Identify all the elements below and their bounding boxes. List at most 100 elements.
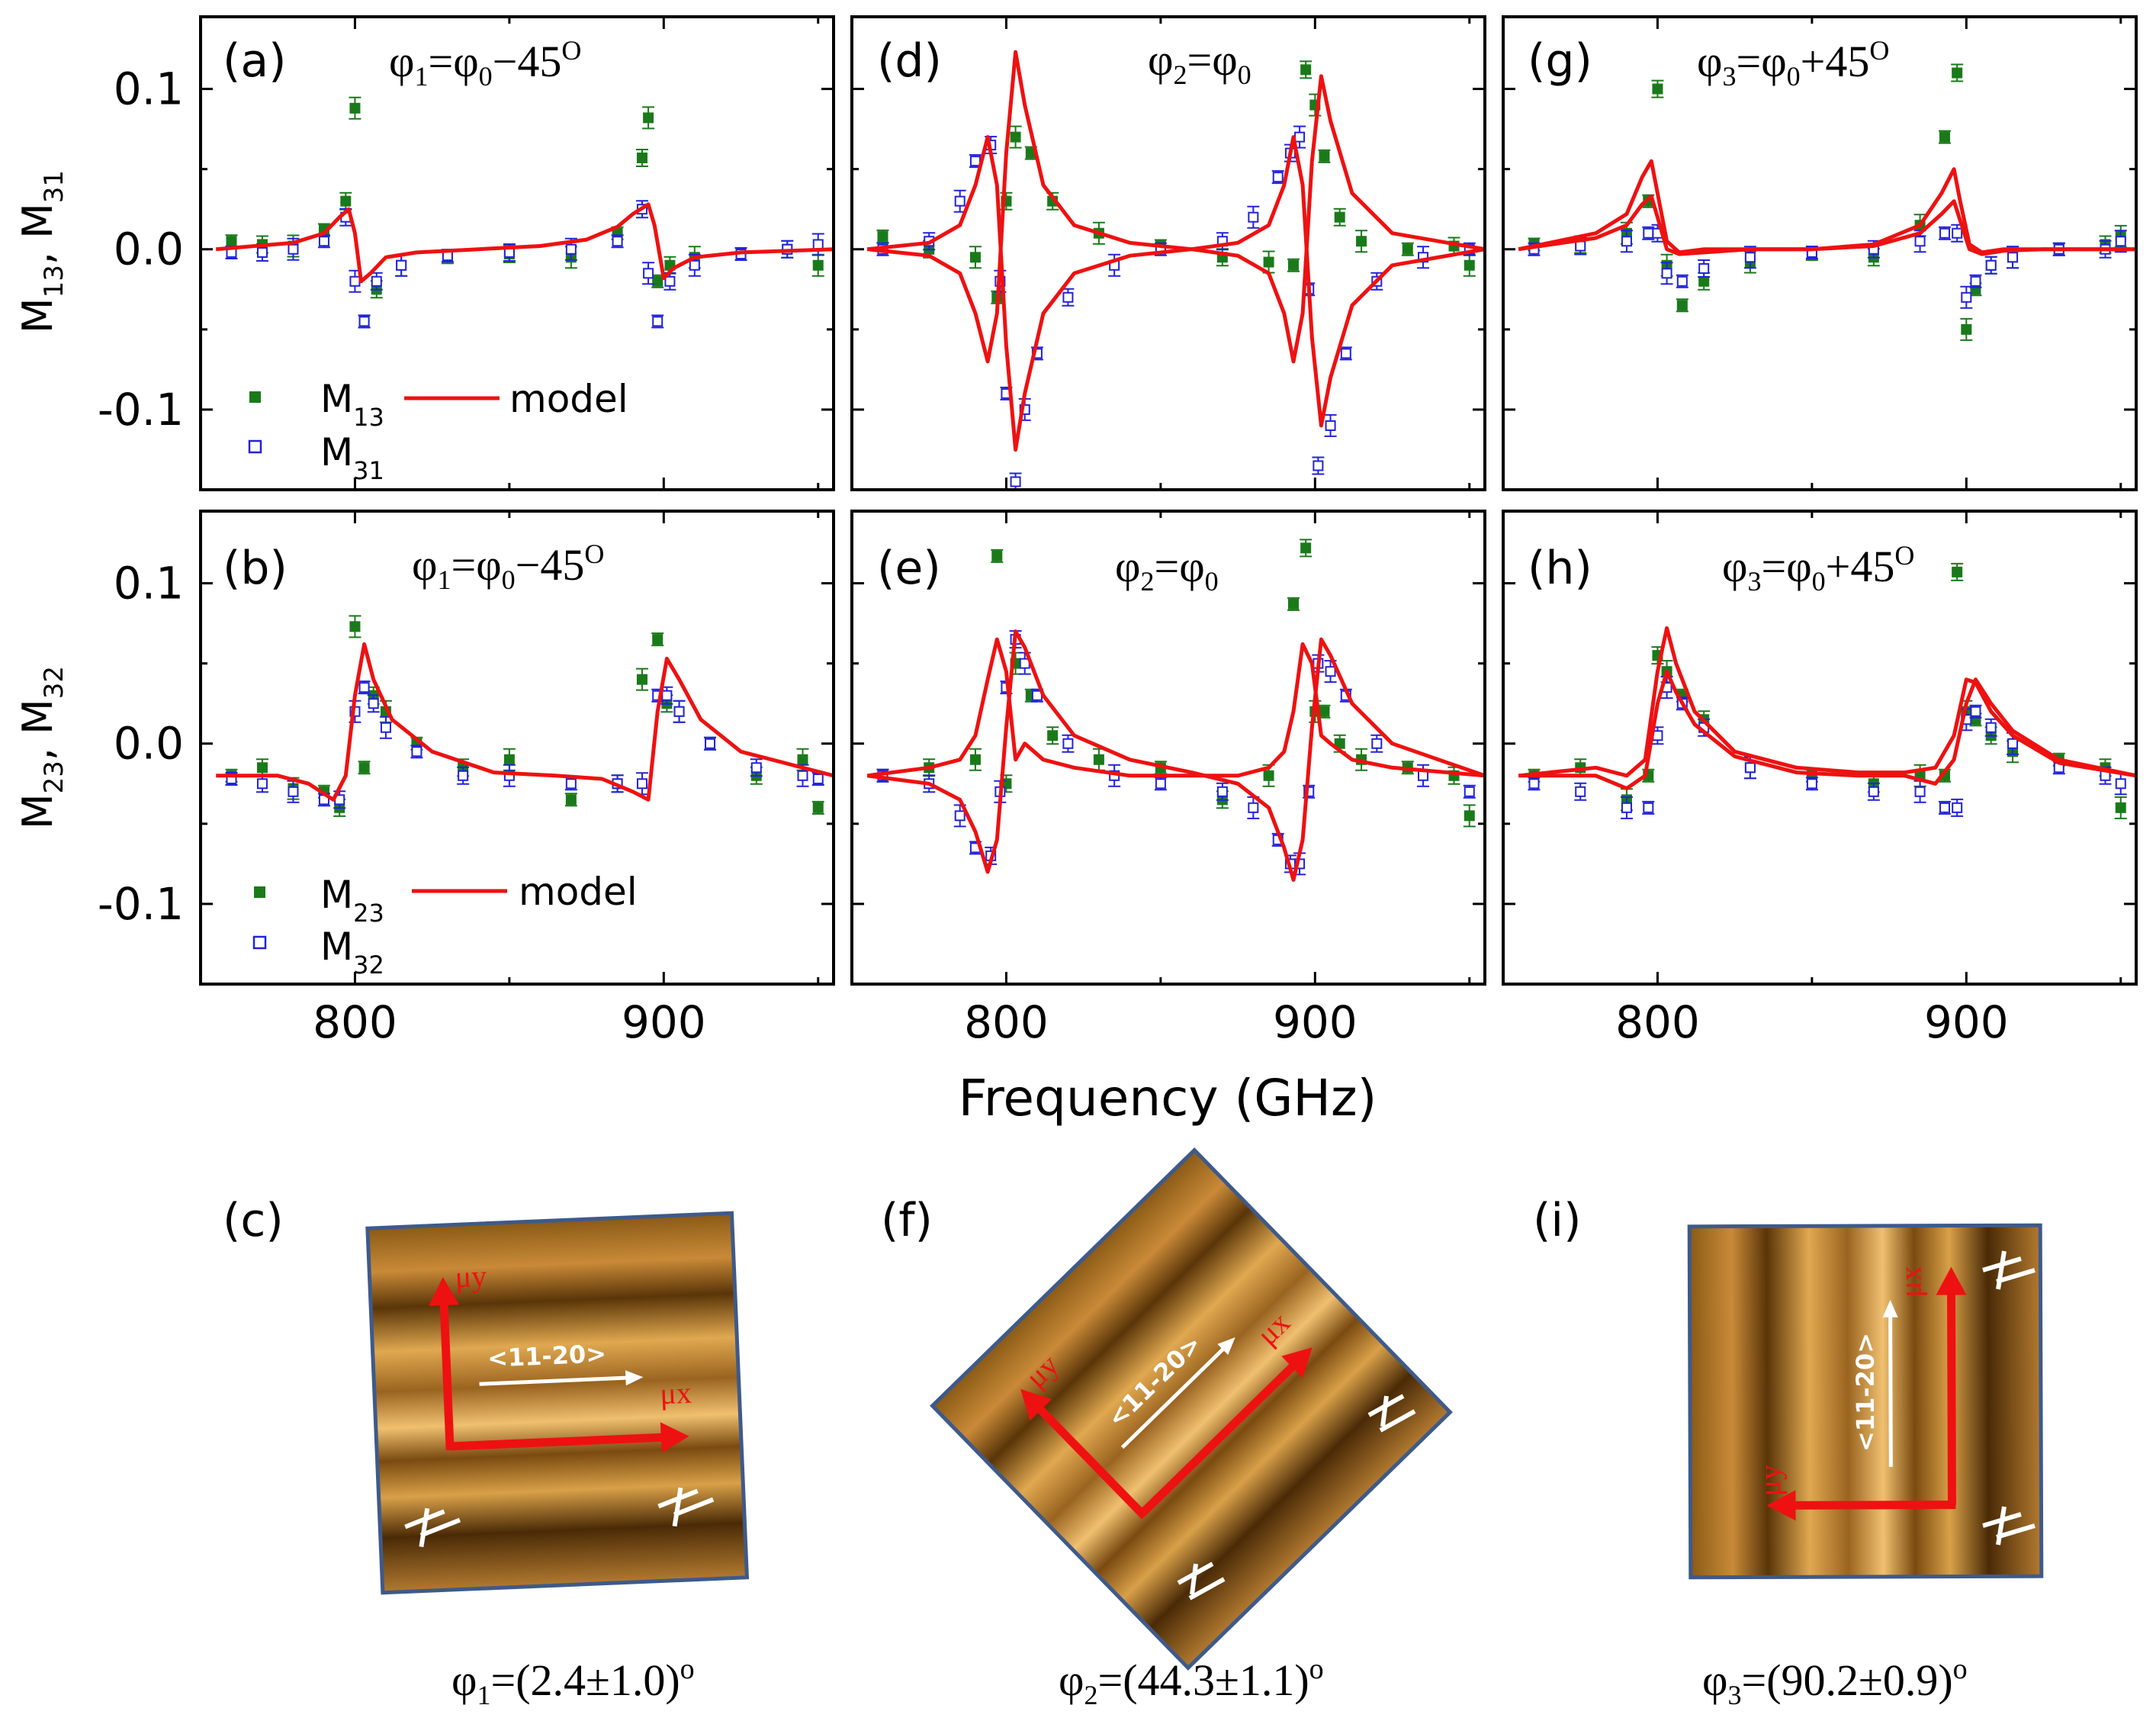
data-point-M32: [368, 698, 379, 709]
model-line: [216, 642, 834, 802]
data-point-M31: [358, 316, 370, 327]
x-tick-label: 900: [1924, 996, 2009, 1048]
data-point-M13: [636, 152, 647, 163]
data-point-M23: [1263, 770, 1274, 781]
panel-title-g: φ3=φ0+45O: [1697, 35, 1889, 92]
data-point-M23: [991, 550, 1003, 561]
data-point-M31: [1970, 275, 1981, 287]
legend-m2-marker: [252, 935, 267, 950]
data-point-M32: [2115, 778, 2126, 790]
data-point-M32: [2007, 738, 2019, 749]
y-tick-label: 0.0: [114, 718, 184, 770]
model-line: [1518, 194, 2136, 256]
caption-c: φ1=(2.4±1.0)o: [451, 1653, 695, 1710]
data-point-M32: [750, 762, 762, 774]
x-tick-label: 900: [1273, 996, 1358, 1048]
panel-a: 0.1 0.0 -0.1 (a) φ1=φ0−45O M13 M31 model: [98, 15, 835, 491]
data-point-M31: [969, 156, 981, 167]
data-point-M13: [1939, 131, 1950, 143]
uy-label: μy: [455, 1259, 487, 1295]
data-point-M32: [1952, 802, 1963, 813]
data-point-M23: [1952, 566, 1963, 577]
data-point-M23: [503, 754, 515, 765]
data-point-M31: [1914, 236, 1926, 247]
data-point-M32: [565, 778, 577, 790]
data-point-M13: [226, 236, 237, 247]
panel-b: 0.1 0.0 -0.1 800 900 (b) φ1=φ0−45O M23 M32 m…: [98, 510, 835, 1048]
data-point-M13: [812, 259, 824, 271]
data-point-M32: [1744, 762, 1756, 774]
direction-arrow: [1882, 1299, 1898, 1467]
model-line: [1518, 626, 2136, 778]
data-point-M31: [1661, 268, 1672, 279]
data-point-M31: [349, 275, 361, 287]
data-point-M31: [812, 239, 824, 250]
data-point-M31: [1744, 252, 1756, 263]
direction-label: <11-20>: [1851, 1333, 1881, 1452]
data-point-M31: [1961, 291, 1972, 303]
data-point-M23: [565, 794, 577, 806]
data-point-M31: [664, 275, 676, 287]
panel-label-c: (c): [223, 1194, 284, 1247]
ux-label: μx: [659, 1375, 692, 1411]
x-axis-label: Frequency (GHz): [959, 1069, 1377, 1127]
data-point-M13: [1300, 64, 1312, 76]
data-point-M13: [1263, 256, 1274, 268]
y-tick-label: 0.1: [114, 558, 184, 610]
x-tick-label: 900: [622, 996, 706, 1048]
data-point-M31: [689, 259, 700, 271]
legend-m2-marker: [248, 439, 262, 454]
data-point-M32: [380, 722, 391, 733]
data-point-M32: [673, 706, 685, 717]
panel-title-e: φ2=φ0: [1115, 542, 1219, 597]
data-point-M13: [1334, 211, 1345, 223]
data-point-M23: [358, 762, 370, 774]
ux-arrow: [449, 1422, 689, 1453]
data-point-M31: [1643, 227, 1654, 239]
data-point-M31: [1952, 227, 1963, 239]
data-point-M13: [643, 112, 654, 124]
data-point-M31: [318, 236, 329, 247]
panel-label-f: (f): [881, 1194, 933, 1247]
legend-m1-sub: 13: [353, 403, 384, 432]
data-point-M31: [288, 243, 299, 255]
data-point-M23: [636, 674, 647, 685]
afm-image-i: (i) <11-20> μy μx φ3=(90.2±0.9)o: [1533, 1194, 2044, 1710]
data-point-M13: [340, 195, 352, 207]
data-point-M31: [1313, 460, 1324, 471]
panel-h: 800 900 (h) φ3=φ0+45O: [1502, 510, 2138, 1048]
data-point-M32: [1528, 778, 1540, 790]
afm-image-c: (c) <11-20> μy μx φ1=(2.4±1.0)o: [223, 1194, 750, 1710]
data-point-M13: [1676, 300, 1688, 311]
data-point-M13: [1319, 150, 1330, 162]
data-point-M13: [1010, 131, 1021, 143]
data-point-M31: [1340, 348, 1351, 359]
data-point-M13: [652, 275, 664, 287]
data-point-M31: [1248, 211, 1259, 223]
data-point-M31: [954, 195, 966, 207]
data-point-M32: [1939, 802, 1950, 813]
legend-m1-marker: [254, 886, 265, 898]
dislocation-icon: [404, 1487, 715, 1548]
panel-label-a: (a): [223, 34, 287, 88]
data-point-M31: [371, 275, 382, 287]
ylabel-bottom: M23, M32: [14, 666, 69, 829]
data-point-M32: [954, 810, 966, 822]
ux-label: μx: [1893, 1266, 1927, 1298]
data-point-M32: [1643, 802, 1654, 813]
panel-g: (g) φ3=φ0+45O: [1502, 15, 2138, 491]
data-point-M31: [1676, 275, 1688, 287]
legend-m1-marker: [249, 391, 261, 403]
data-point-M32: [411, 746, 423, 758]
data-point-M32: [1248, 802, 1259, 813]
afm-image: [930, 1147, 1453, 1671]
panel-title-h: φ3=φ0+45O: [1722, 540, 1914, 597]
data-point-M31: [1575, 240, 1586, 252]
data-point-M23: [1287, 598, 1299, 610]
data-point-M13: [349, 102, 361, 114]
data-point-M32: [288, 786, 299, 797]
uy-arrow: [1766, 1490, 1956, 1521]
data-point-M31: [565, 243, 577, 255]
data-point-M32: [358, 682, 370, 693]
